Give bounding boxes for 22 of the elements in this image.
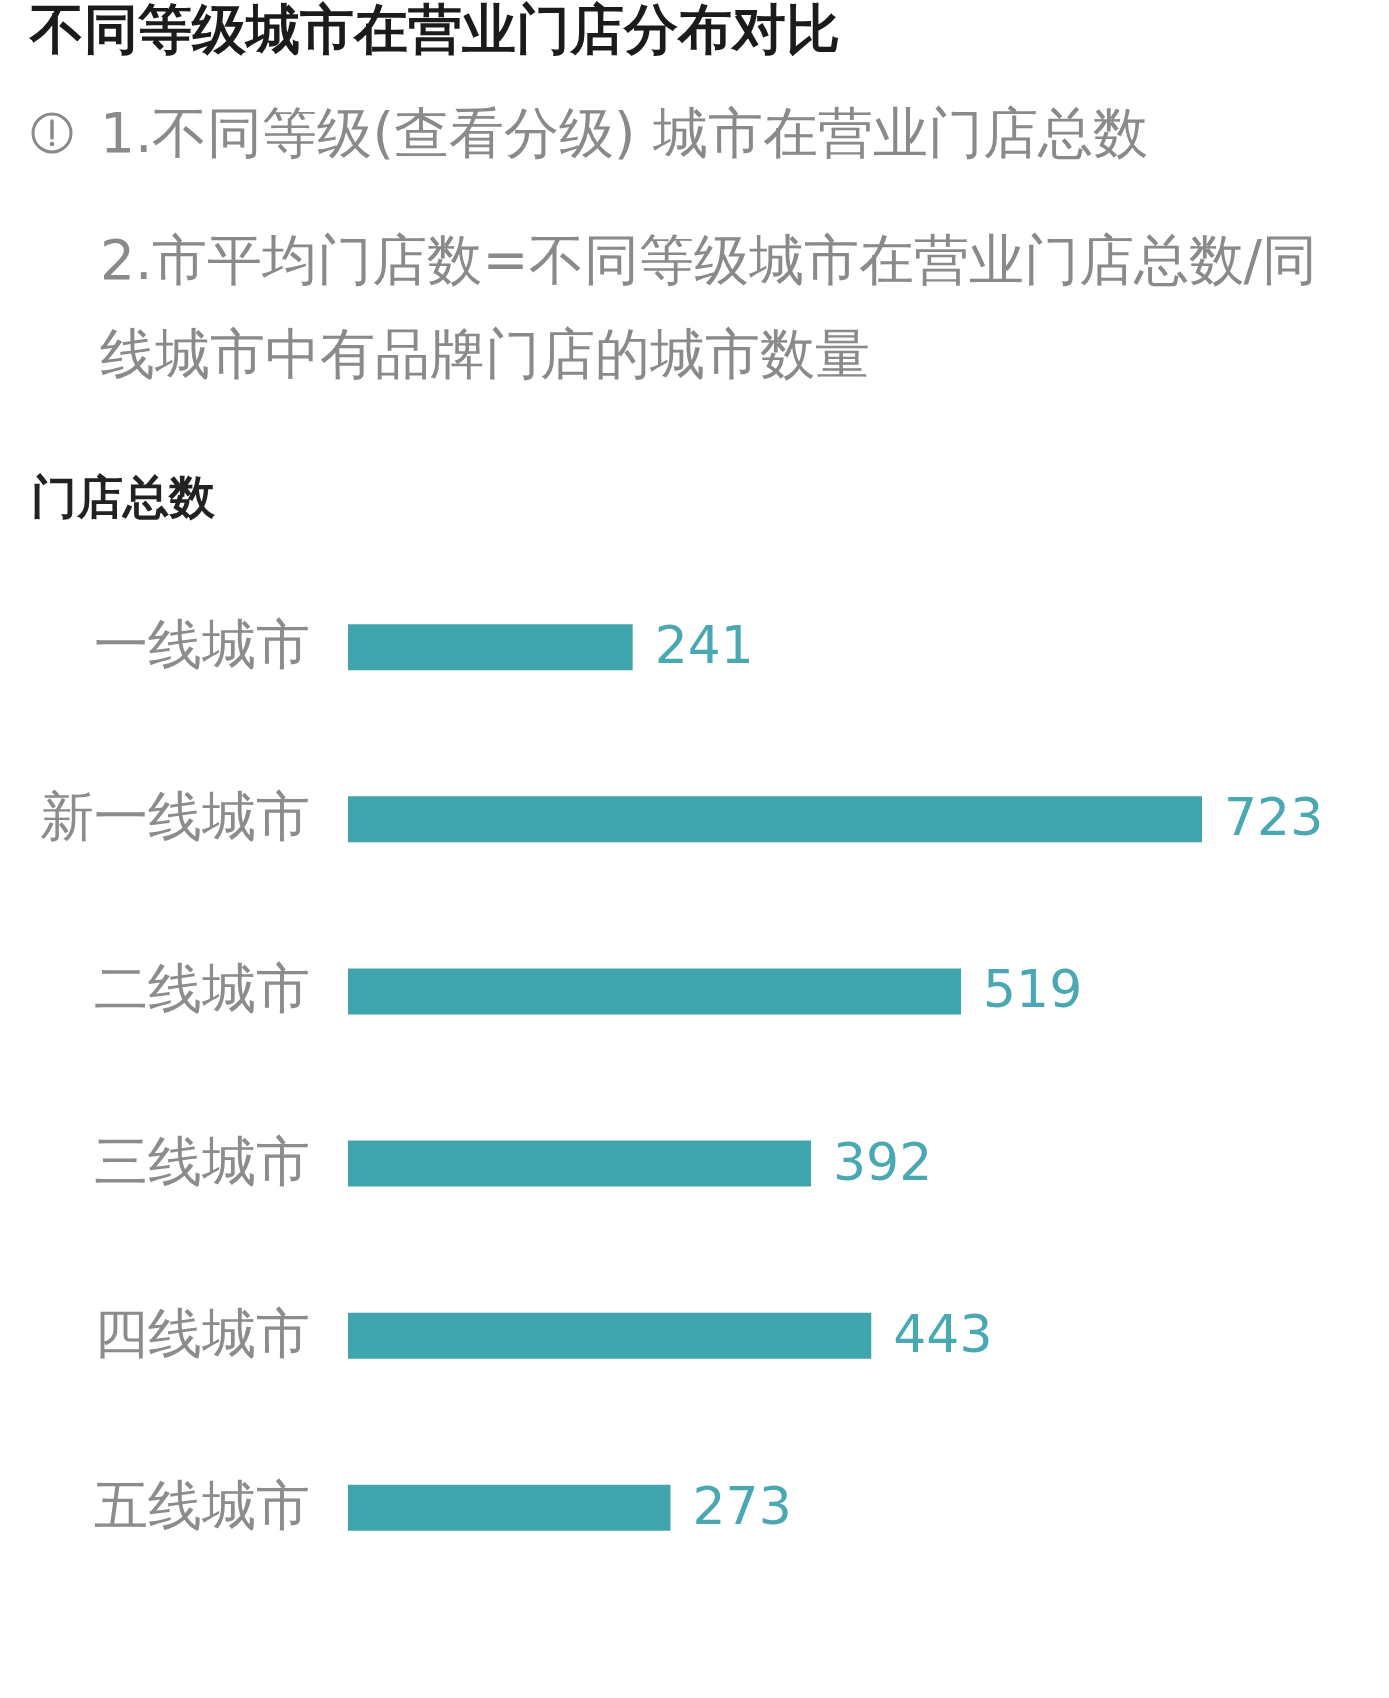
data-label: 241 bbox=[654, 615, 754, 676]
y-tick-label: 五线城市 bbox=[93, 1473, 310, 1537]
data-label: 392 bbox=[833, 1131, 933, 1192]
text: 1.不同等级(查看分级) 城市在营业门店总数 bbox=[100, 101, 1148, 165]
bar bbox=[348, 1140, 812, 1187]
bar bbox=[348, 968, 962, 1015]
x-axis-title: 门店总数 bbox=[30, 469, 216, 524]
data-label: 443 bbox=[893, 1303, 993, 1364]
y-tick-label: 四线城市 bbox=[93, 1301, 310, 1365]
bar bbox=[348, 624, 633, 671]
data-label: 519 bbox=[983, 959, 1083, 1020]
y-tick-label: 新一线城市 bbox=[39, 785, 310, 849]
y-tick-label: 一线城市 bbox=[93, 613, 310, 677]
y-tick-label: 二线城市 bbox=[93, 957, 310, 1021]
data-label: 273 bbox=[692, 1475, 792, 1536]
chart-title: 不同等级城市在营业门店分布对比 bbox=[30, 0, 840, 61]
y-tick-label: 三线城市 bbox=[93, 1129, 310, 1193]
data-label: 723 bbox=[1224, 787, 1324, 848]
text: 2.市平均门店数=不同等级城市在营业门店总数/同线城市中有品牌门店的城市数量 bbox=[100, 228, 1318, 386]
bar bbox=[348, 1484, 671, 1531]
bar bbox=[348, 796, 1202, 843]
bar bbox=[348, 1312, 872, 1359]
